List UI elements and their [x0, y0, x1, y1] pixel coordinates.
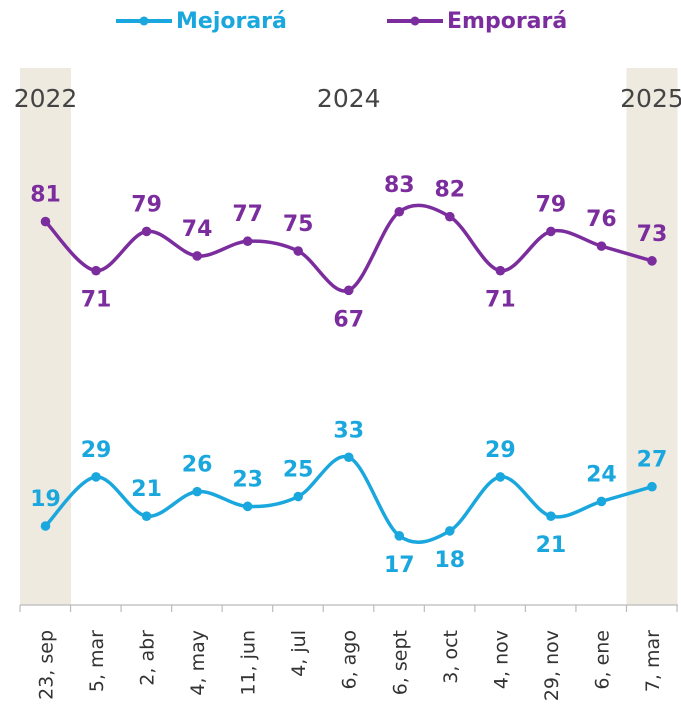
x-tick-label: 3, oct [440, 630, 462, 684]
legend-dot [139, 16, 149, 26]
data-point [192, 251, 202, 261]
data-label: 71 [81, 288, 112, 313]
data-labels: 19 29 21 26 23 25 33 17 18 29 21 24 27 81 71 79 74 77 75 67… [30, 173, 667, 578]
data-label: 29 [81, 438, 112, 463]
data-point [40, 521, 51, 531]
highlight-bands [20, 68, 678, 605]
data-label: 71 [485, 288, 516, 313]
data-label: 79 [131, 192, 162, 217]
legend: Mejorará Emporará [0, 6, 681, 36]
x-tick-labels: 23, sep 5, mar 2, abr 4, may 11, jun 4, jul 6,… [36, 630, 664, 701]
data-point [546, 511, 556, 521]
x-tick-label: 4, jul [288, 630, 310, 677]
data-label: 75 [283, 212, 314, 237]
legend-item-mejorara: Mejorará [114, 6, 287, 36]
data-label: 29 [485, 438, 516, 463]
legend-label-emporara: Emporará [447, 8, 568, 34]
x-tick-label: 11, jun [238, 630, 260, 696]
legend-dot [410, 16, 420, 26]
data-label: 21 [536, 533, 567, 558]
data-point [394, 206, 405, 217]
data-label: 23 [232, 467, 263, 492]
year-labels: 2022 2024 2025 [14, 84, 681, 113]
data-point [242, 501, 253, 512]
data-label: 24 [586, 462, 617, 487]
data-point [647, 481, 657, 492]
data-point [343, 452, 354, 463]
x-tick-label: 6, ene [591, 630, 613, 690]
series-line-emporara [44, 203, 653, 293]
data-point [293, 491, 304, 502]
data-point [293, 246, 304, 256]
data-label: 26 [182, 453, 213, 478]
data-label: 74 [182, 217, 213, 242]
x-tick-label: 5, mar [86, 630, 108, 692]
data-label: 77 [232, 202, 263, 227]
data-point [546, 226, 556, 237]
x-tick-label: 29, nov [541, 630, 563, 701]
data-point [394, 531, 405, 541]
data-point [495, 265, 506, 276]
data-point [445, 211, 455, 222]
x-tick-label: 4, may [187, 630, 209, 696]
data-point [445, 526, 455, 536]
year-label: 2022 [14, 84, 78, 113]
x-tick-label: 6, sept [389, 630, 411, 695]
legend-item-emporara: Emporará [385, 6, 567, 36]
legend-marker-mejorara-icon [116, 16, 172, 26]
data-label: 82 [435, 178, 466, 203]
x-tick-label: 6, ago [339, 630, 361, 690]
series-points [40, 206, 657, 541]
data-label: 67 [333, 307, 364, 332]
data-label: 17 [384, 553, 415, 578]
data-label: 79 [536, 192, 567, 217]
year-label: 2024 [317, 84, 381, 113]
data-label: 73 [637, 222, 668, 247]
highlight-band [20, 68, 71, 605]
data-point [647, 256, 657, 266]
data-label: 76 [586, 207, 617, 232]
data-label: 27 [637, 448, 668, 473]
data-point [141, 511, 152, 521]
highlight-band [626, 68, 678, 605]
data-point [596, 241, 607, 251]
data-point [192, 486, 202, 497]
legend-label-mejorara: Mejorará [176, 8, 287, 34]
data-label: 18 [435, 548, 466, 573]
data-label: 25 [283, 458, 314, 483]
data-point [91, 472, 101, 482]
data-label: 83 [384, 173, 415, 198]
data-label: 19 [30, 487, 61, 512]
data-label: 21 [131, 477, 162, 502]
data-label: 33 [333, 418, 364, 443]
data-point [40, 216, 51, 227]
data-label: 81 [30, 183, 61, 208]
data-point [91, 265, 101, 276]
year-label: 2025 [620, 84, 681, 113]
x-tick-label: 7, mar [642, 630, 664, 692]
data-point [495, 472, 506, 482]
x-axis [19, 604, 678, 612]
x-tick-label: 2, abr [137, 630, 159, 686]
x-tick-label: 23, sep [36, 630, 58, 700]
data-point [343, 285, 354, 296]
legend-marker-emporara-icon [387, 16, 443, 26]
data-point [596, 496, 607, 507]
x-tick-label: 4, nov [490, 630, 512, 689]
data-point [141, 226, 152, 237]
data-point [242, 236, 253, 247]
